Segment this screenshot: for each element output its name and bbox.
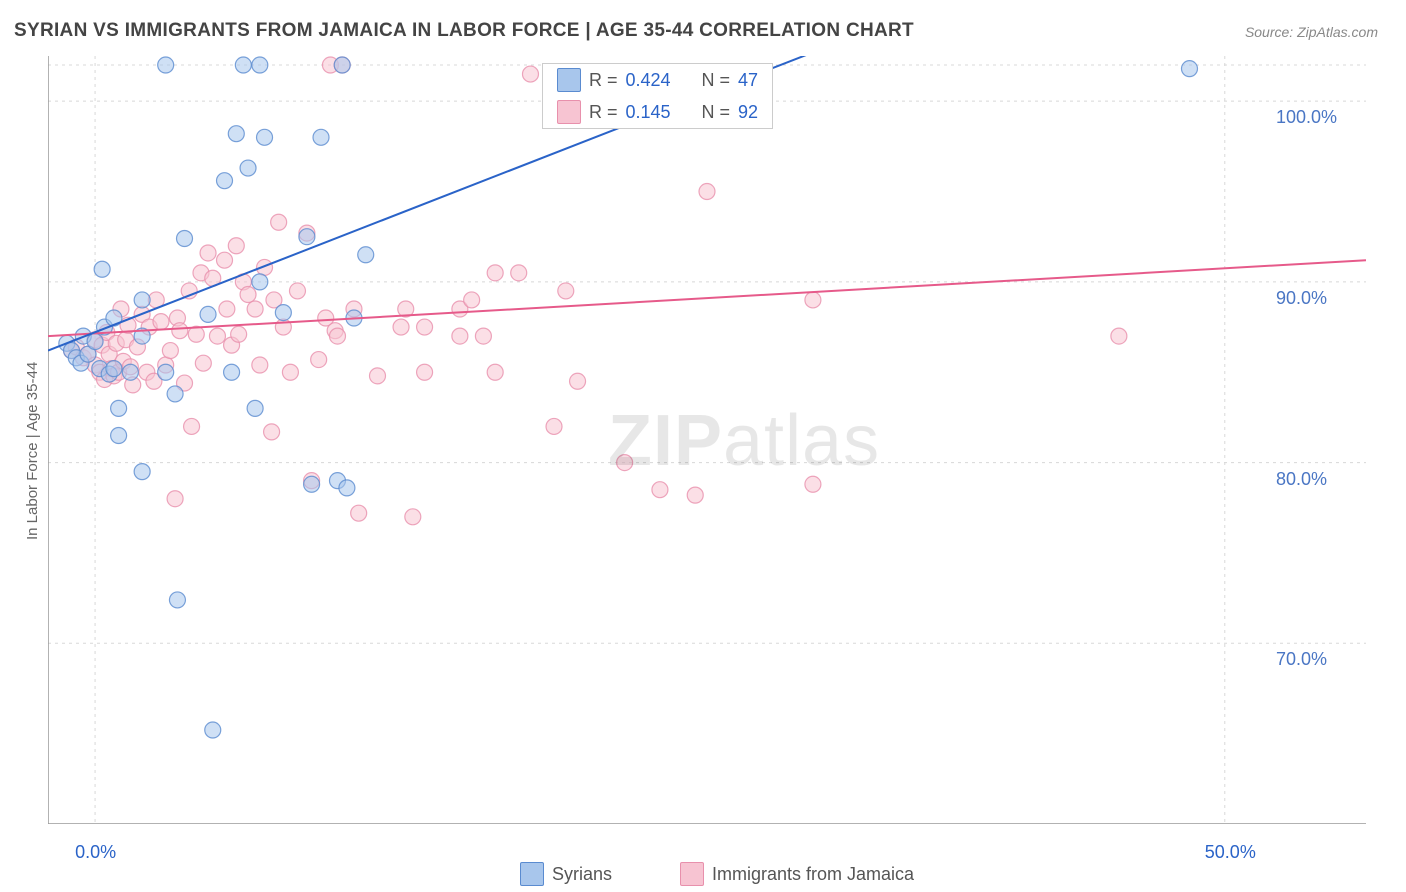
chart-title: SYRIAN VS IMMIGRANTS FROM JAMAICA IN LAB… — [14, 20, 914, 42]
y-tick-label: 100.0% — [1276, 107, 1337, 128]
legend-label: Syrians — [552, 864, 612, 885]
stats-legend: R = 0.424 N = 47 R = 0.145 N = 92 — [542, 63, 773, 129]
y-axis-label: In Labor Force | Age 35-44 — [24, 362, 41, 540]
n-label: N = — [702, 102, 731, 123]
r-label: R = — [589, 70, 618, 91]
legend-label: Immigrants from Jamaica — [712, 864, 914, 885]
y-tick-label: 90.0% — [1276, 288, 1327, 309]
r-value: 0.145 — [626, 102, 682, 123]
n-value: 92 — [738, 102, 758, 123]
x-tick-label: 50.0% — [1205, 842, 1256, 863]
legend-swatch — [680, 862, 704, 886]
r-label: R = — [589, 102, 618, 123]
bottom-legend-series1: Syrians — [520, 862, 612, 886]
legend-swatch — [557, 100, 581, 124]
source-name: ZipAtlas.com — [1297, 24, 1378, 40]
stats-legend-row: R = 0.145 N = 92 — [543, 96, 772, 128]
n-label: N = — [702, 70, 731, 91]
n-value: 47 — [738, 70, 758, 91]
bottom-legend-series2: Immigrants from Jamaica — [680, 862, 914, 886]
source-label: Source: — [1245, 24, 1297, 40]
scatter-plot — [48, 56, 1366, 824]
y-tick-label: 70.0% — [1276, 649, 1327, 670]
legend-swatch — [557, 68, 581, 92]
legend-swatch — [520, 862, 544, 886]
r-value: 0.424 — [626, 70, 682, 91]
x-tick-label: 0.0% — [75, 842, 116, 863]
y-tick-label: 80.0% — [1276, 469, 1327, 490]
stats-legend-row: R = 0.424 N = 47 — [543, 64, 772, 96]
source-attribution: Source: ZipAtlas.com — [1245, 24, 1378, 40]
